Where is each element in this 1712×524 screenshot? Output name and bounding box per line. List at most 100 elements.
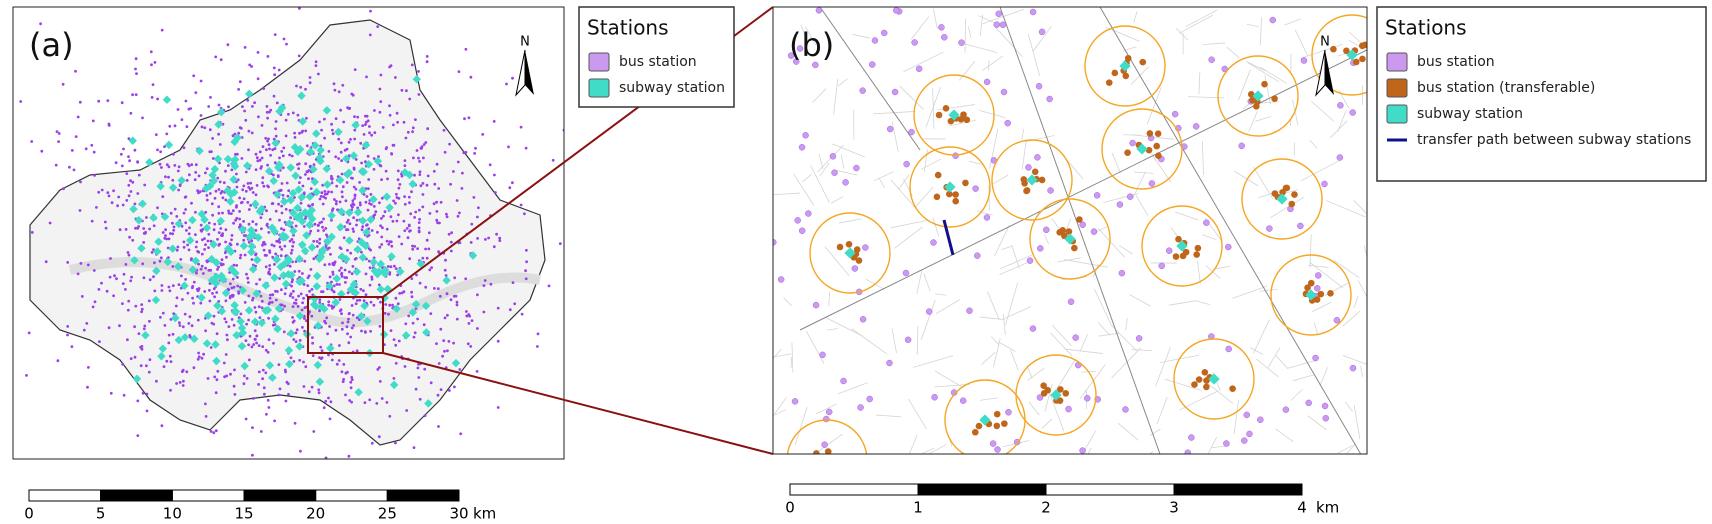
bus-dot <box>408 257 412 261</box>
bus-dot <box>122 393 126 397</box>
bus-dot <box>304 173 307 176</box>
bus-dot <box>446 349 449 353</box>
bus-dot <box>255 184 259 187</box>
bus-dot <box>221 211 224 215</box>
bus-dot <box>134 226 137 230</box>
subway-dot <box>264 166 274 176</box>
bus-dot <box>456 214 460 218</box>
bus-dot <box>302 360 305 364</box>
street <box>1164 378 1202 391</box>
bus-dot <box>192 280 196 284</box>
bus-dot <box>360 228 364 232</box>
bus-dot <box>87 366 90 369</box>
bus-dot <box>229 372 232 376</box>
bus-dot <box>323 192 327 196</box>
bus-dot <box>304 162 308 166</box>
bus-dot <box>268 251 272 254</box>
bus-dot <box>445 292 449 296</box>
bus-dot <box>819 351 826 359</box>
bus-dot <box>328 325 331 328</box>
transfer-dot <box>813 450 820 454</box>
bus-dot <box>265 224 269 227</box>
bus-dot <box>346 320 350 324</box>
buffer <box>913 74 995 156</box>
bus-dot <box>222 181 226 185</box>
street <box>824 246 850 276</box>
bus-dot <box>211 213 215 217</box>
subway-dot <box>229 175 238 184</box>
bus-dot <box>792 58 800 65</box>
bus-dot <box>264 371 268 375</box>
bus-dot <box>1029 8 1037 16</box>
subway-dot <box>149 213 158 223</box>
bus-dot <box>1047 187 1054 194</box>
bus-dot <box>363 401 367 404</box>
bus-dot <box>294 340 298 343</box>
subway-dot <box>353 208 363 217</box>
bus-dot <box>368 131 371 135</box>
subway-dot <box>284 270 293 279</box>
bus-dot <box>348 270 351 274</box>
bus-dot <box>406 236 410 240</box>
bus-dot <box>245 272 248 276</box>
bus-dot <box>455 300 459 304</box>
bus-dot <box>327 396 330 400</box>
subway-dot <box>285 359 294 369</box>
bus-dot <box>280 150 284 153</box>
bus-dot <box>339 141 343 145</box>
street <box>802 173 812 183</box>
transfer-dot <box>1201 369 1209 376</box>
subway-dot <box>334 127 343 137</box>
transfer-dot <box>1291 191 1298 198</box>
street <box>1064 348 1103 354</box>
subway-dot <box>188 265 198 275</box>
bus-dot <box>261 345 265 348</box>
subway-dot <box>245 232 254 242</box>
subway-dot <box>239 241 249 251</box>
bus-dot <box>44 260 48 264</box>
street <box>979 109 1006 119</box>
bus-dot <box>394 361 398 365</box>
bus-dot <box>397 339 401 343</box>
subway-dot <box>129 204 138 214</box>
bus-dot <box>194 210 197 214</box>
bus-dot <box>311 203 314 206</box>
street <box>1052 324 1072 347</box>
bus-dot <box>262 248 266 252</box>
bus-dot <box>484 238 487 241</box>
transfer-dot <box>952 191 959 198</box>
bus-dot <box>291 316 294 319</box>
bus-dot <box>91 305 95 309</box>
bus-dot <box>200 356 204 360</box>
bus-dot <box>333 198 336 201</box>
street <box>1011 244 1020 269</box>
scale-tick-label: 0 <box>24 505 34 523</box>
bus-dot <box>332 284 336 288</box>
bus-dot <box>76 272 80 276</box>
bus-dot <box>289 292 293 296</box>
bus-dot <box>360 161 363 165</box>
bus-dot <box>122 272 126 276</box>
bus-dot <box>498 239 502 243</box>
bus-dot <box>220 258 224 262</box>
bus-dot <box>458 368 462 371</box>
bus-dot <box>207 105 211 108</box>
bus-dot <box>61 82 65 86</box>
subway-dot <box>134 215 144 225</box>
bus-dot <box>436 221 439 225</box>
bus-dot <box>385 227 389 231</box>
bus-dot <box>331 270 335 274</box>
bus-dot <box>349 335 353 339</box>
bus-dot <box>378 380 382 383</box>
bus-dot <box>372 167 376 171</box>
bus-dot <box>197 262 201 266</box>
bus-dot <box>364 200 368 204</box>
bus-dot <box>372 157 376 160</box>
bus-dot <box>435 200 438 204</box>
bus-dot <box>253 101 256 105</box>
street <box>1309 139 1318 149</box>
bus-dot <box>66 261 70 264</box>
bus-dot <box>348 222 352 226</box>
street <box>989 128 999 169</box>
bus-dot <box>411 247 415 251</box>
